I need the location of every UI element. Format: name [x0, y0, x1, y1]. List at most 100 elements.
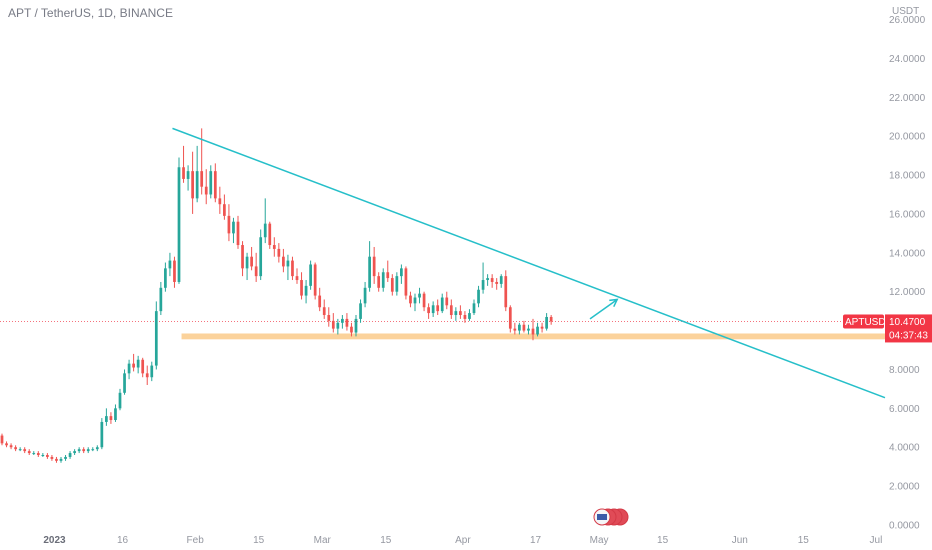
price-tick-label: 24.0000: [889, 54, 926, 65]
time-tick-label: 2023: [43, 535, 66, 546]
candle-body: [50, 456, 54, 459]
candle-body: [254, 266, 258, 277]
candle-body: [200, 171, 204, 187]
candle-body: [309, 264, 312, 286]
price-tick-label: 12.0000: [889, 287, 926, 298]
candle: [272, 237, 276, 257]
candle: [105, 408, 108, 426]
descending-trendline[interactable]: [172, 127, 886, 399]
candle-body: [372, 256, 376, 277]
candle: [463, 311, 467, 323]
candle: [254, 252, 258, 282]
projection-arrow[interactable]: [589, 298, 619, 320]
candle: [114, 404, 117, 422]
candle-body: [204, 186, 208, 195]
candle-body: [318, 295, 322, 308]
candle: [409, 291, 412, 308]
candle: [318, 287, 322, 312]
candle: [18, 447, 22, 452]
candle: [372, 246, 376, 284]
price-axis[interactable]: USDT 0.0000 2.0000 4.0000 6.0000 8.0000 12.000…: [889, 6, 926, 532]
candle-body: [109, 416, 113, 421]
symbol-tag-label: APTUSDT: [845, 317, 892, 328]
candle-body: [291, 260, 294, 277]
candle-body: [177, 167, 181, 282]
candle-body: [295, 276, 299, 281]
candle: [195, 145, 199, 203]
candle: [395, 272, 399, 296]
arrow-head: [609, 298, 619, 307]
candle: [440, 293, 444, 314]
price-tick-label: 8.0000: [889, 365, 920, 376]
arrow-shaft: [589, 298, 618, 320]
flag-events-mark: [597, 514, 607, 520]
price-tick-label: 18.0000: [889, 171, 926, 182]
candle: [418, 287, 421, 304]
candle: [431, 301, 435, 317]
time-axis[interactable]: 2023 16 Feb 15 Mar 15 Apr 17 May 15 Jun 15 Jul: [43, 535, 882, 546]
candle: [213, 163, 217, 203]
candle: [291, 256, 294, 281]
candle: [309, 260, 312, 290]
candle-body: [232, 221, 235, 234]
candle: [245, 252, 249, 281]
candle-body: [300, 280, 303, 296]
candle-body: [363, 287, 367, 304]
candle: [445, 291, 449, 310]
time-tick-label: 15: [253, 535, 265, 546]
candle: [327, 307, 331, 327]
candle-body: [55, 458, 58, 461]
candle-body: [32, 453, 36, 455]
candle-body: [368, 256, 371, 288]
candle-body: [409, 295, 412, 304]
candle: [73, 449, 76, 456]
candle: [277, 243, 281, 263]
candle-body: [132, 363, 135, 368]
candle-body: [195, 171, 199, 199]
time-tick-label: Apr: [455, 535, 471, 546]
candle-body: [431, 305, 435, 314]
time-tick-label: 15: [380, 535, 392, 546]
candle-body: [436, 305, 440, 312]
candle-body: [513, 328, 517, 331]
candle: [368, 241, 371, 292]
candle-body: [114, 408, 117, 421]
candle: [173, 256, 176, 288]
candle-body: [404, 268, 408, 296]
countdown-value: 04:37:43: [889, 330, 928, 341]
candle-body: [282, 256, 285, 267]
candle-body: [472, 303, 476, 314]
candle-body: [250, 256, 253, 267]
candle-body: [522, 324, 526, 331]
time-tick-label: Mar: [314, 535, 332, 546]
candle: [400, 264, 403, 284]
candle-body: [263, 223, 267, 238]
support-zone-layer: [0, 320, 886, 340]
time-tick-label: 15: [798, 535, 810, 546]
candle: [545, 313, 548, 331]
candle: [508, 305, 512, 333]
candle-body: [418, 293, 421, 298]
drawings[interactable]: [172, 127, 886, 399]
candle: [341, 315, 344, 329]
logo-layer: [593, 508, 629, 526]
candle: [223, 194, 226, 220]
candle-body: [123, 373, 126, 393]
price-tick-label: 20.0000: [889, 132, 926, 143]
candle: [286, 254, 290, 281]
candle-body: [549, 316, 553, 322]
candle-body: [223, 204, 226, 216]
candle-body: [531, 328, 535, 335]
candle-body: [427, 307, 430, 314]
candle-body: [159, 287, 163, 312]
candle: [182, 145, 185, 183]
candle-body: [413, 297, 417, 304]
candle-body: [145, 373, 149, 378]
candle-body: [381, 272, 385, 288]
candle: [109, 412, 113, 424]
candle: [527, 324, 530, 335]
candle-body: [59, 458, 63, 461]
candle: [300, 272, 303, 300]
candle: [100, 418, 104, 450]
